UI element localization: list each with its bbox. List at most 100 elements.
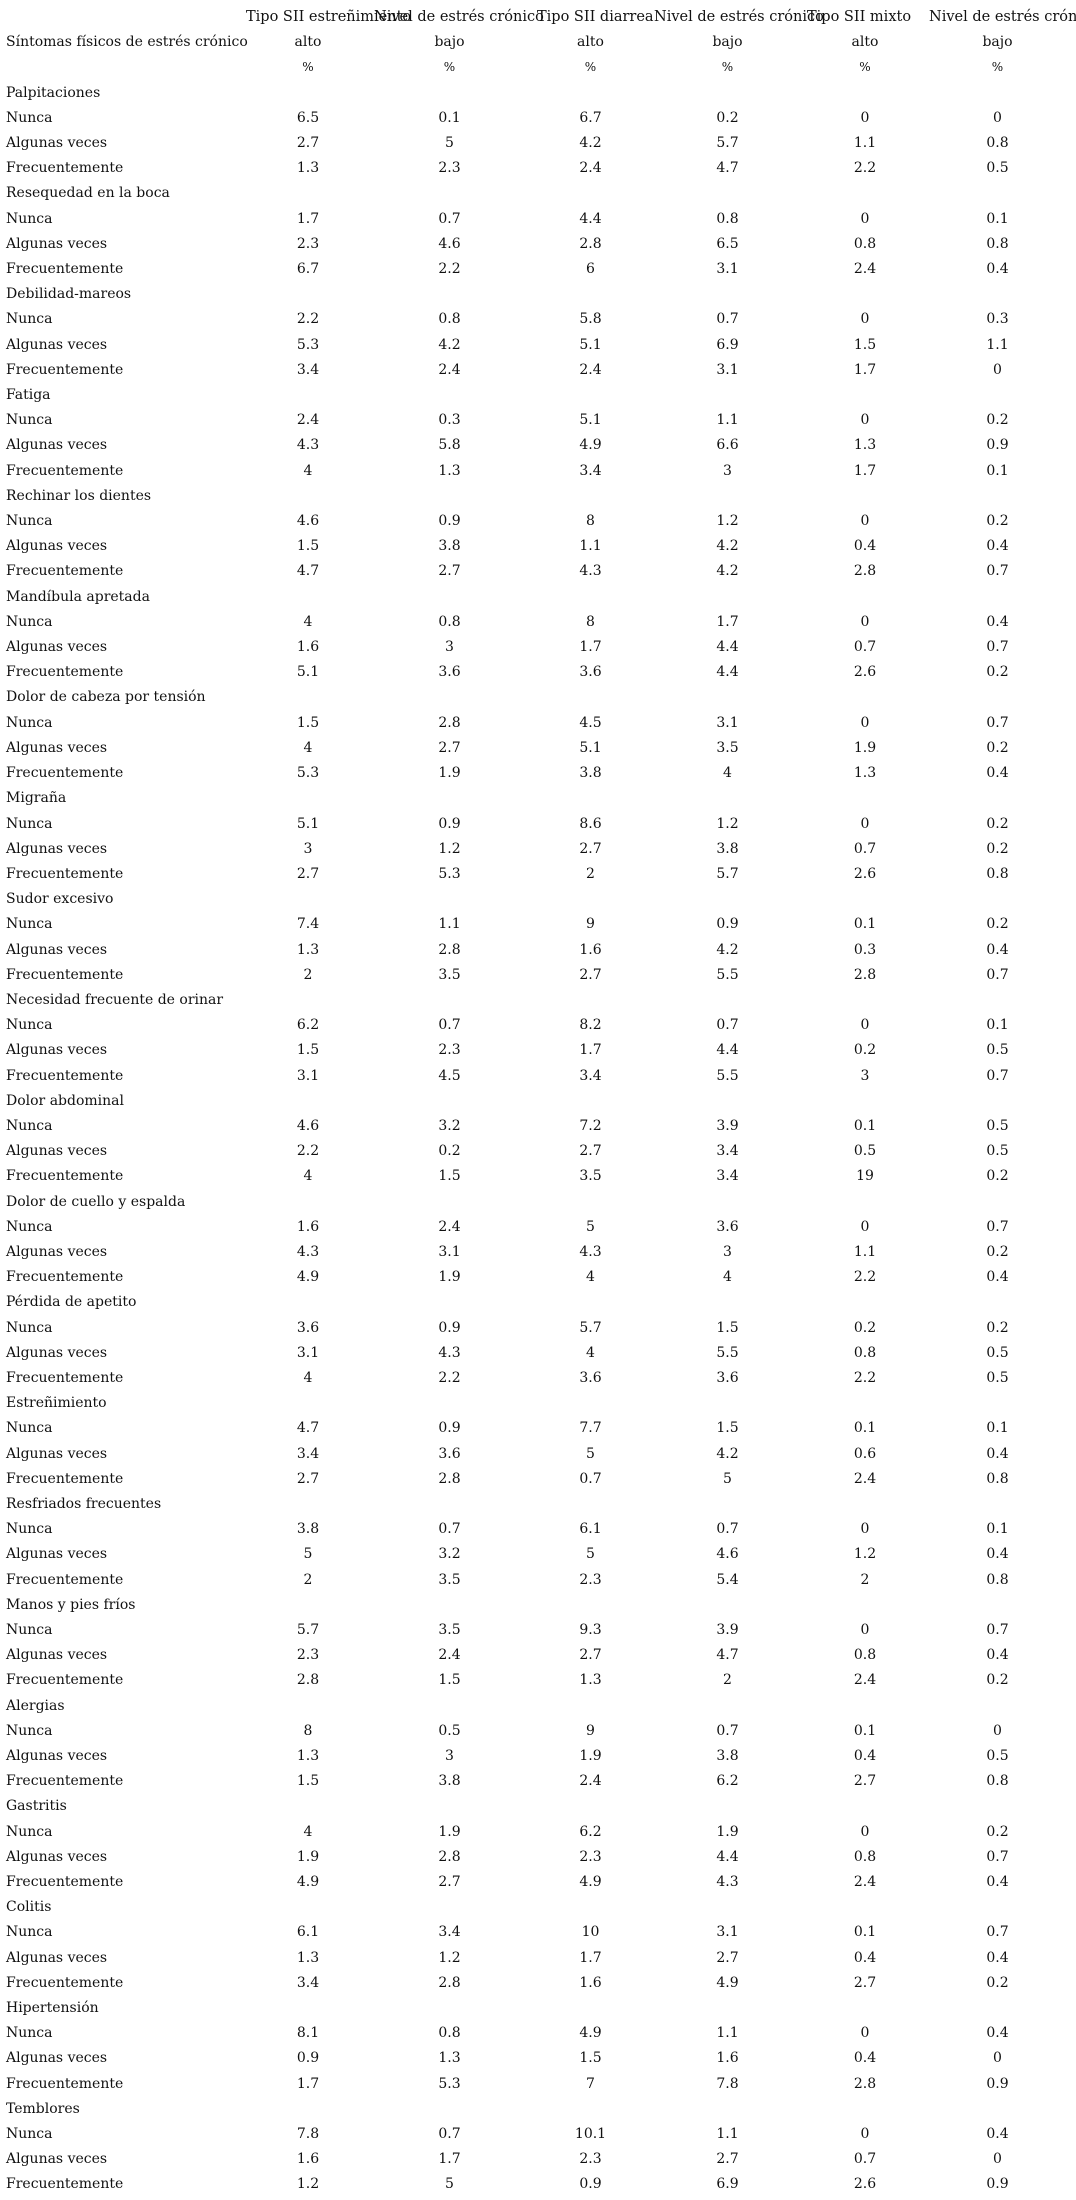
table-row: Frecuentemente 4 2.2 3.6 3.6 2.2 0.5 [6, 1366, 1066, 1391]
value-cell: 3.8 [579, 765, 602, 782]
value-cell: 0.4 [853, 2050, 877, 2067]
value-cell: 1.5 [296, 1773, 320, 1790]
value-cell: 4.3 [438, 1344, 461, 1361]
value-cell: 9.3 [579, 1622, 602, 1638]
value-cell: 5.7 [716, 865, 739, 882]
value-cell: 5 [445, 2176, 454, 2193]
row-label: Frecuentemente [6, 1369, 124, 1386]
value-cell: 2.7 [853, 1773, 877, 1790]
value-cell: 1.7 [853, 462, 877, 479]
value-cell: 5 [303, 1546, 313, 1563]
value-cell: 2.7 [296, 1470, 320, 1487]
section-header-row: Temblores [6, 2097, 1066, 2122]
section-title: Palpitaciones [6, 84, 101, 101]
value-cell: 1.6 [579, 1974, 602, 1991]
value-cell: 0.7 [986, 1848, 1009, 1865]
value-cell: 0.8 [438, 613, 461, 630]
section-header-row: Sudor excesivo [6, 887, 1066, 912]
value-cell: 5 [723, 1470, 732, 1487]
table-row: Algunas veces 1.3 3 1.9 3.8 0.4 0.5 [6, 1744, 1066, 1769]
row-label: Algunas veces [6, 1243, 108, 1260]
value-cell: 3.6 [716, 1218, 739, 1235]
section-title: Dolor de cuello y espalda [6, 1193, 186, 1210]
value-cell: 0.7 [438, 1521, 461, 1538]
value-cell: 5 [445, 135, 454, 152]
value-cell: 6.5 [716, 235, 739, 252]
row-label: Frecuentemente [6, 765, 124, 782]
value-cell: 0 [860, 1823, 870, 1840]
value-cell: 2.7 [438, 563, 461, 580]
value-cell: 0.4 [986, 1445, 1009, 1462]
table-row: Algunas veces 3.4 3.6 5 4.2 0.6 0.4 [6, 1442, 1066, 1467]
value-cell: 0.4 [986, 941, 1009, 958]
section-header-row: Dolor de cabeza por tensión [6, 685, 1066, 710]
value-cell: 2.6 [853, 865, 877, 882]
row-label: Nunca [6, 311, 53, 328]
header-corner [6, 5, 244, 30]
value-cell: 2.2 [438, 1369, 461, 1386]
section-header-row: Gastritis [6, 1794, 1066, 1819]
row-label: Frecuentemente [6, 2176, 124, 2193]
table-row: Algunas veces 1.3 2.8 1.6 4.2 0.3 0.4 [6, 938, 1066, 963]
value-cell: 0 [860, 1521, 870, 1538]
row-label: Frecuentemente [6, 664, 124, 681]
value-cell: 7.8 [296, 2126, 320, 2143]
row-label: Nunca [6, 1319, 53, 1336]
value-cell: 1.9 [579, 1748, 602, 1765]
value-cell: 2.4 [438, 1647, 461, 1664]
table-row: Algunas veces 3 1.2 2.7 3.8 0.7 0.2 [6, 837, 1066, 862]
value-cell: 0.7 [986, 1622, 1009, 1638]
value-cell: 1.7 [579, 1949, 602, 1966]
value-cell: 2.3 [296, 1647, 320, 1664]
value-cell: 3.4 [579, 1067, 602, 1084]
value-cell: 8.2 [579, 1017, 602, 1034]
section-title: Pérdida de apetito [6, 1294, 137, 1311]
value-cell: 3.4 [579, 462, 602, 479]
table-row: Algunas veces 1.9 2.8 2.3 4.4 0.8 0.7 [6, 1845, 1066, 1870]
symptoms-table: Tipo SII estreñimiento Nivel de estrés c… [6, 5, 1076, 2198]
level-header: alto [851, 34, 879, 51]
value-cell: 2.8 [853, 2075, 877, 2092]
value-cell: 0.4 [986, 1546, 1009, 1563]
value-cell: 0.4 [986, 2025, 1009, 2042]
value-cell: 1.3 [296, 1748, 320, 1765]
value-cell: 5.5 [716, 966, 739, 983]
value-cell: 4.2 [716, 563, 739, 580]
section-header-row: Fatiga [6, 383, 1066, 408]
row-label: Algunas veces [6, 538, 108, 555]
section-title: Dolor de cabeza por tensión [6, 689, 206, 706]
value-cell: 7.8 [716, 2075, 739, 2092]
value-cell: 4.3 [579, 1243, 602, 1260]
section-header-row: Debilidad-mareos [6, 282, 1066, 307]
row-label: Frecuentemente [6, 966, 124, 983]
value-cell: 1.3 [579, 1672, 602, 1689]
value-cell: 1.6 [716, 2050, 739, 2067]
value-cell: 1.5 [296, 714, 320, 731]
value-cell: 2.3 [438, 160, 461, 177]
value-cell: 3 [723, 1243, 732, 1260]
value-cell: 0.7 [438, 210, 461, 227]
table-row: Frecuentemente 4.9 2.7 4.9 4.3 2.4 0.4 [6, 1870, 1066, 1895]
row-label: Nunca [6, 1117, 53, 1134]
value-cell: 0.1 [853, 916, 877, 933]
value-cell: 0.7 [716, 311, 739, 328]
row-label-header: Síntomas físicos de estrés crónico [6, 34, 248, 51]
value-cell: 2.7 [716, 1949, 739, 1966]
value-cell: 0.7 [716, 1521, 739, 1538]
value-cell: 2.6 [853, 2176, 877, 2193]
table-row: Frecuentemente 4.9 1.9 4 4 2.2 0.4 [6, 1265, 1066, 1290]
value-cell: 0.4 [986, 1874, 1009, 1891]
value-cell: 2 [860, 1571, 870, 1588]
table-row: Algunas veces 2.3 4.6 2.8 6.5 0.8 0.8 [6, 232, 1066, 257]
value-cell: 0.1 [438, 109, 461, 126]
section-header-row: Alergias [6, 1694, 1066, 1719]
value-cell: 0 [860, 311, 870, 328]
value-cell: 2.4 [853, 1874, 877, 1891]
value-cell: 0.8 [438, 311, 461, 328]
value-cell: 4 [586, 1269, 595, 1286]
value-cell: 2 [586, 865, 595, 882]
level-header: alto [577, 34, 604, 51]
row-label: Algunas veces [6, 1445, 108, 1462]
row-label: Nunca [6, 1017, 53, 1034]
value-cell: 4.4 [716, 664, 739, 681]
